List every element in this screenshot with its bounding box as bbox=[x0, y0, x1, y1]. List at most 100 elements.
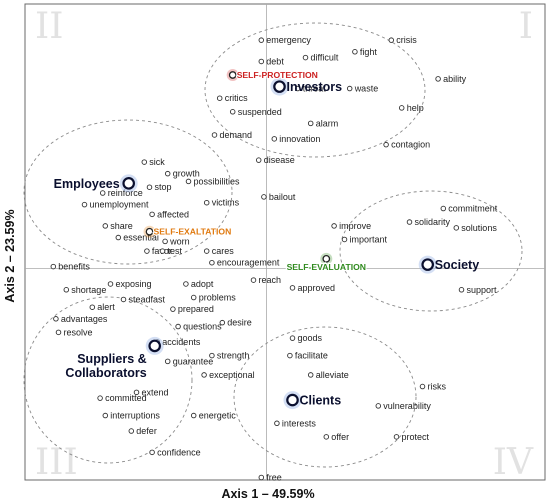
point-label-threat: threat bbox=[303, 84, 327, 94]
point-label-guarantee: guarantee bbox=[173, 356, 214, 366]
point-help bbox=[398, 105, 405, 111]
point-label-alert: alert bbox=[97, 302, 115, 312]
point-label-stop: stop bbox=[155, 182, 172, 192]
point-victims bbox=[203, 199, 210, 206]
plot-frame bbox=[24, 3, 546, 481]
quadrant-label-4: IV bbox=[493, 442, 534, 483]
point-label-exposing: exposing bbox=[116, 279, 152, 289]
point-label-questions: questions bbox=[183, 322, 222, 332]
point-waste bbox=[346, 85, 353, 92]
point-worn bbox=[162, 238, 168, 245]
point-growth bbox=[164, 170, 171, 177]
point-label-committed: committed bbox=[105, 393, 147, 403]
point-possibilities bbox=[185, 178, 192, 185]
category-point-self-evaluation bbox=[322, 254, 331, 263]
point-desire bbox=[219, 319, 226, 326]
stakeholder-label-employees: Employees bbox=[54, 177, 120, 191]
point-label-cares: cares bbox=[212, 246, 235, 256]
quadrant-label-2: II bbox=[35, 6, 63, 47]
point-label-solutions: solutions bbox=[461, 223, 497, 233]
point-label-victims: victims bbox=[212, 198, 240, 208]
point-alarm bbox=[307, 120, 314, 127]
point-label-reinforce: reinforce bbox=[108, 188, 143, 198]
point-label-important: important bbox=[350, 234, 388, 244]
point-confidence bbox=[149, 449, 155, 456]
point-goods bbox=[289, 335, 296, 341]
point-exposing bbox=[107, 281, 114, 287]
point-label-fight: fight bbox=[360, 47, 378, 57]
point-label-goods: goods bbox=[298, 333, 323, 343]
cluster-ellipses bbox=[23, 22, 523, 468]
point-resolve bbox=[55, 329, 62, 336]
point-label-commitment: commitment bbox=[448, 204, 498, 214]
point-cares bbox=[203, 248, 210, 254]
point-reach bbox=[250, 277, 257, 283]
point-solidarity bbox=[406, 219, 413, 225]
point-label-unemployment: unemployment bbox=[90, 200, 150, 210]
point-label-share: share bbox=[110, 221, 133, 231]
stakeholder-point-society bbox=[421, 258, 434, 271]
point-stop bbox=[146, 184, 153, 190]
point-questions bbox=[175, 323, 181, 330]
point-steadfast bbox=[120, 296, 127, 303]
category-point-self-exaltation bbox=[145, 227, 154, 236]
stakeholder-label-society: Society bbox=[435, 258, 480, 272]
point-energetic bbox=[190, 412, 197, 419]
quadrant-label-1: I bbox=[519, 6, 533, 47]
cluster-ellipse-suppliers bbox=[23, 296, 193, 464]
point-label-worn: worn bbox=[169, 236, 190, 246]
point-label-alarm: alarm bbox=[316, 118, 339, 128]
point-label-help: help bbox=[407, 103, 424, 113]
category-label-self-evaluation: SELF-EVALUATION bbox=[287, 262, 366, 272]
stakeholder-point-employees bbox=[122, 177, 135, 190]
point-label-resolve: resolve bbox=[64, 327, 93, 337]
cluster-ellipse-investors bbox=[204, 22, 426, 158]
point-ability bbox=[435, 76, 441, 82]
point-label-confidence: confidence bbox=[157, 447, 201, 457]
point-label-free: free bbox=[266, 472, 282, 482]
point-label-shortage: shortage bbox=[71, 285, 106, 295]
point-label-desire: desire bbox=[227, 318, 252, 328]
point-label-solidarity: solidarity bbox=[415, 217, 451, 227]
cluster-ellipse-employees bbox=[23, 119, 233, 265]
x-axis-title: Axis 1 – 49.59% bbox=[221, 487, 314, 501]
category-label-self-exaltation: SELF-EXALTATION bbox=[154, 227, 232, 237]
stakeholder-label-investors: Investors bbox=[287, 80, 343, 94]
point-label-improve: improve bbox=[339, 221, 371, 231]
point-disease bbox=[255, 157, 262, 163]
point-debt bbox=[258, 58, 265, 65]
stakeholder-label-suppliers-line-2: Collaborators bbox=[65, 366, 146, 380]
point-unemployment bbox=[81, 201, 88, 208]
point-strength bbox=[209, 352, 215, 359]
point-offer bbox=[323, 434, 330, 440]
point-label-ability: ability bbox=[443, 74, 467, 84]
point-committed bbox=[97, 395, 103, 401]
point-commitment bbox=[440, 205, 447, 212]
point-label-crisis: crisis bbox=[396, 35, 417, 45]
cluster-ellipse-society bbox=[339, 190, 523, 312]
point-facilitate bbox=[287, 352, 293, 359]
point-contagion bbox=[383, 141, 389, 148]
point-label-benefits: benefits bbox=[58, 262, 90, 272]
point-innovation bbox=[271, 136, 278, 142]
point-label-possibilities: possibilities bbox=[194, 176, 241, 186]
point-label-advantages: advantages bbox=[61, 314, 108, 324]
point-suspended bbox=[229, 109, 236, 115]
point-advantages bbox=[53, 316, 59, 322]
point-fight bbox=[352, 49, 358, 55]
point-guarantee bbox=[164, 358, 171, 365]
y-axis-title: Axis 2 – 23.59% bbox=[3, 209, 17, 302]
category-point-self-protection bbox=[228, 71, 237, 79]
point-interruptions bbox=[102, 412, 109, 419]
point-emergency bbox=[258, 37, 265, 43]
point-shortage bbox=[63, 287, 70, 293]
point-share bbox=[102, 223, 109, 229]
stakeholder-point-suppliers bbox=[148, 339, 161, 353]
data-points: emergency debt difficult fight crisis ability… bbox=[50, 35, 498, 482]
point-label-emergency: emergency bbox=[266, 35, 311, 45]
point-threat bbox=[294, 85, 301, 92]
point-label-demand: demand bbox=[220, 130, 253, 140]
point-adopt bbox=[183, 281, 189, 287]
quadrant-label-3: III bbox=[35, 442, 78, 483]
